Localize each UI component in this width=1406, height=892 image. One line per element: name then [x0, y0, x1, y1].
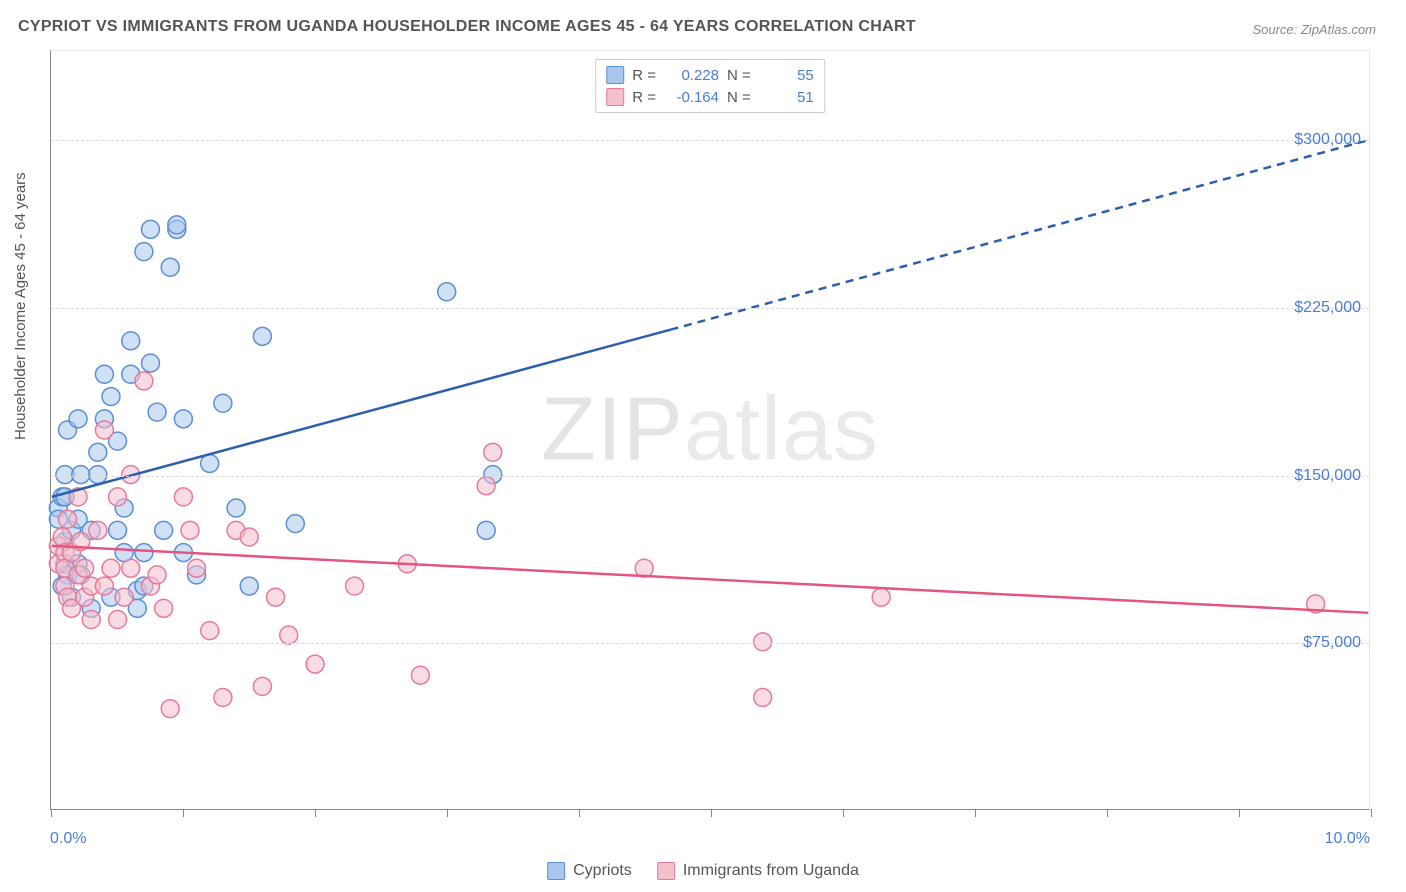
- swatch-series-1-b: [547, 862, 565, 880]
- n-value-1: 55: [759, 67, 814, 84]
- legend-label-2: Immigrants from Uganda: [683, 862, 859, 880]
- r-label: R =: [632, 67, 656, 84]
- legend-item-2: Immigrants from Uganda: [657, 862, 859, 880]
- y-tick-label: $225,000: [1294, 299, 1361, 317]
- source-label: Source: ZipAtlas.com: [1252, 22, 1376, 37]
- chart-container: CYPRIOT VS IMMIGRANTS FROM UGANDA HOUSEH…: [0, 0, 1406, 892]
- x-axis-max: 10.0%: [1325, 830, 1370, 848]
- y-tick-label: $300,000: [1294, 131, 1361, 149]
- r-value-1: 0.228: [664, 67, 719, 84]
- n-value-2: 51: [759, 89, 814, 106]
- plot-area: ZIPatlas R = 0.228 N = 55 R = -0.164 N =…: [50, 50, 1370, 810]
- legend-item-1: Cypriots: [547, 862, 632, 880]
- legend-row-2: R = -0.164 N = 51: [606, 86, 814, 108]
- swatch-series-2-b: [657, 862, 675, 880]
- y-tick-label: $150,000: [1294, 467, 1361, 485]
- correlation-legend: R = 0.228 N = 55 R = -0.164 N = 51: [595, 59, 825, 113]
- series-legend: Cypriots Immigrants from Uganda: [547, 862, 859, 880]
- r-label: R =: [632, 89, 656, 106]
- y-axis-label: Householder Income Ages 45 - 64 years: [12, 172, 29, 440]
- x-axis-min: 0.0%: [50, 830, 86, 848]
- r-value-2: -0.164: [664, 89, 719, 106]
- legend-label-1: Cypriots: [573, 862, 632, 880]
- chart-title: CYPRIOT VS IMMIGRANTS FROM UGANDA HOUSEH…: [18, 18, 916, 36]
- y-tick-label: $75,000: [1303, 634, 1361, 652]
- swatch-series-1: [606, 66, 624, 84]
- legend-row-1: R = 0.228 N = 55: [606, 64, 814, 86]
- n-label: N =: [727, 67, 751, 84]
- swatch-series-2: [606, 88, 624, 106]
- n-label: N =: [727, 89, 751, 106]
- plot-svg: [51, 51, 1369, 809]
